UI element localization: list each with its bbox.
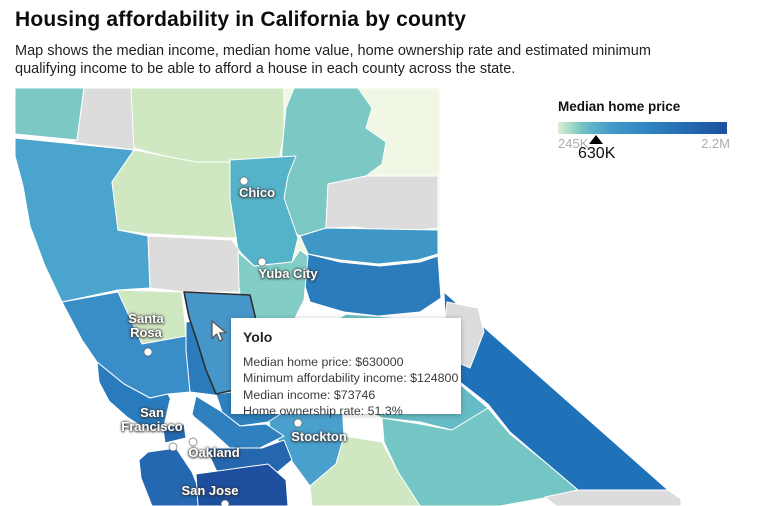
- county-tooltip: Yolo Median home price: $630000 Minimum …: [231, 318, 461, 418]
- county-shape[interactable]: [138, 447, 203, 506]
- city-dot: [239, 176, 249, 186]
- county-shape[interactable]: [69, 87, 135, 151]
- county-shape[interactable]: [162, 423, 187, 444]
- city-dot: [188, 437, 198, 447]
- tooltip-median-income: Median income: $73746: [243, 387, 376, 402]
- county-shape[interactable]: [229, 155, 299, 267]
- county-shape[interactable]: [544, 489, 682, 506]
- city-dot: [293, 418, 303, 428]
- legend-marker-triangle-icon: [589, 135, 603, 144]
- county-shape[interactable]: [14, 87, 85, 141]
- county-shape[interactable]: [325, 175, 439, 234]
- legend-title: Median home price: [558, 99, 681, 114]
- county-shape[interactable]: [309, 435, 421, 506]
- county-shape[interactable]: [147, 235, 249, 293]
- tooltip-county-name: Yolo: [243, 329, 273, 345]
- map-legend: Median home price 245K 2.2M 630K: [558, 99, 730, 168]
- legend-max-label: 2.2M: [701, 136, 730, 151]
- county-shape[interactable]: [299, 253, 442, 317]
- page-subtitle: Map shows the median income, median home…: [15, 43, 651, 78]
- legend-marker-label: 630K: [578, 145, 616, 162]
- county-shape[interactable]: [299, 227, 439, 265]
- city-dot: [143, 347, 153, 357]
- page-title: Housing affordability in California by c…: [15, 8, 467, 31]
- legend-min-label: 245K: [558, 136, 589, 151]
- legend-labels: 245K 2.2M 630K: [558, 134, 730, 168]
- tooltip-median-home-price: Median home price: $630000: [243, 355, 404, 369]
- city-dot: [257, 257, 267, 267]
- city-dot: [220, 499, 230, 506]
- city-dot: [168, 442, 178, 452]
- tooltip-min-affordability-income: Minimum affordability income: $124800: [243, 371, 459, 386]
- county-shape[interactable]: [195, 463, 289, 506]
- tooltip-home-ownership-rate: Home ownership rate: 51.3%: [243, 404, 403, 419]
- legend-gradient-bar: [558, 122, 727, 134]
